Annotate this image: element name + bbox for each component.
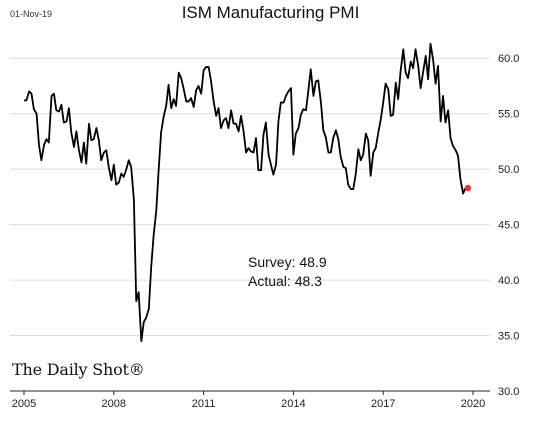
survey-text: Survey: 48.9 xyxy=(248,254,327,270)
x-tick-label: 2020 xyxy=(461,398,485,410)
date-label: 01-Nov-19 xyxy=(10,9,53,19)
y-tick-label: 60.0 xyxy=(498,53,519,65)
grid-layer xyxy=(10,57,490,337)
y-tick-label: 45.0 xyxy=(498,220,519,232)
chart-title: ISM Manufacturing PMI xyxy=(181,3,360,22)
latest-value-marker xyxy=(464,184,472,192)
pmi-series-line xyxy=(24,42,467,342)
x-tick-label: 2011 xyxy=(192,398,216,410)
y-tick-label: 55.0 xyxy=(498,109,519,121)
y-tick-label: 35.0 xyxy=(498,331,519,343)
x-tick-label: 2014 xyxy=(281,398,305,410)
x-tick-label: 2017 xyxy=(371,398,395,410)
actual-text: Actual: 48.3 xyxy=(248,273,322,289)
x-tick-label: 2008 xyxy=(102,398,126,410)
series-layer xyxy=(24,42,472,342)
y-tick-label: 50.0 xyxy=(498,164,519,176)
axis-layer: 30.0 35.0 40.0 45.0 50.0 55.0 60.0 2005 2008 2011… xyxy=(10,53,519,410)
y-tick-label: 40.0 xyxy=(498,275,519,287)
x-tick-label: 2005 xyxy=(12,398,36,410)
y-tick-label: 30.0 xyxy=(498,386,519,398)
source-label: The Daily Shot® xyxy=(12,360,145,379)
